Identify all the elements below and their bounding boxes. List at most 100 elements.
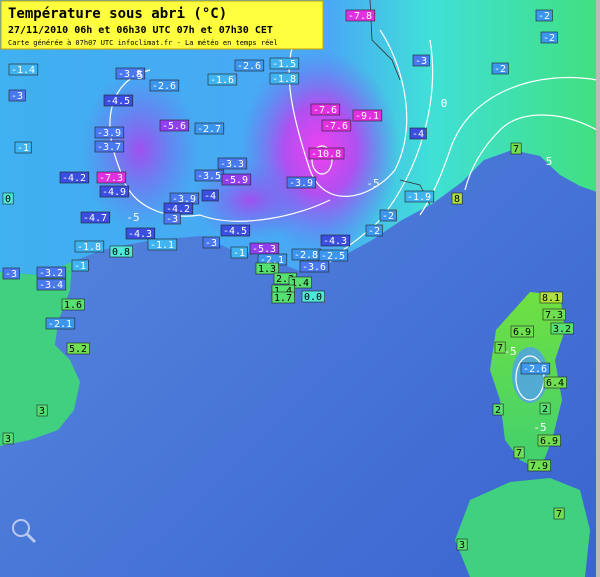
station: -4.5	[220, 224, 251, 237]
station: -7.3	[96, 171, 127, 184]
station: -2	[491, 62, 509, 75]
station-label: -1.4	[11, 65, 35, 76]
isotherm-label: -5	[503, 345, 516, 358]
station-box	[456, 538, 468, 551]
isotherm-label: 5	[546, 155, 553, 168]
station-label: -3.4	[39, 280, 63, 291]
station-box	[365, 224, 383, 237]
station-label: -3.5	[197, 171, 221, 182]
station: 1.3	[255, 262, 279, 275]
station: -3.5	[194, 169, 225, 182]
station-box	[61, 298, 85, 311]
station: -4.9	[99, 185, 130, 198]
station: -1	[14, 141, 32, 154]
station-label: 6.4	[546, 378, 564, 389]
station-label: -2.6	[152, 81, 176, 92]
station: -2.5	[318, 249, 349, 262]
station-box	[537, 434, 561, 447]
station: 7	[494, 341, 506, 354]
station: -2	[365, 224, 383, 237]
station: 7	[553, 507, 565, 520]
station-label: -2	[543, 33, 555, 44]
station-label: 2	[495, 405, 501, 416]
station-label: -5.9	[224, 175, 248, 186]
station: -3	[8, 89, 26, 102]
station: -3.6	[299, 260, 330, 273]
station: -2.7	[194, 122, 225, 135]
station: -3.4	[36, 278, 67, 291]
station-label: -3.9	[172, 194, 196, 205]
station-box	[539, 291, 563, 304]
station: 8	[451, 192, 463, 205]
station-label: 6.9	[540, 436, 558, 447]
station-box	[550, 322, 574, 335]
station-box	[269, 72, 300, 85]
station-label: 1.4	[291, 278, 309, 289]
station: 7	[513, 446, 525, 459]
station-label: -1.5	[272, 59, 296, 70]
station-box	[221, 173, 252, 186]
station-label: 3	[5, 434, 11, 445]
station-label: -3.7	[97, 142, 121, 153]
station-box	[74, 240, 105, 253]
station-label: 2	[542, 404, 548, 415]
station-label: -4.7	[83, 213, 107, 224]
station-box	[163, 212, 181, 225]
station-label: 7.9	[530, 461, 548, 472]
station: -1	[71, 259, 89, 272]
station-box	[308, 147, 345, 160]
station: -2.6	[520, 362, 551, 375]
station: 7.9	[527, 459, 551, 472]
station-box	[125, 227, 156, 240]
station-box	[510, 325, 534, 338]
station-label: -7.6	[313, 105, 337, 116]
station-box	[510, 142, 522, 155]
station: 3	[36, 404, 48, 417]
station-box	[99, 185, 130, 198]
station-box	[539, 402, 551, 415]
station-box	[310, 103, 341, 116]
isotherm-label: 0	[441, 97, 448, 110]
station-label: 5.2	[69, 344, 87, 355]
station-label: 1.3	[258, 264, 276, 275]
station-box	[494, 341, 506, 354]
station-label: -2	[538, 11, 550, 22]
station-label: -3	[205, 238, 217, 249]
station-box	[66, 342, 90, 355]
station: -9.1	[352, 109, 383, 122]
station-label: -4.2	[166, 204, 190, 215]
header-credit: Carte générée à 07h07 UTC infoclimat.fr …	[8, 39, 278, 47]
land-sardinia	[455, 478, 590, 577]
station-box	[299, 260, 330, 273]
zoom-icon[interactable]	[12, 519, 37, 544]
land-spain	[0, 262, 80, 446]
header-date: 27/11/2010 06h et 06h30 UTC 07h et 07h30…	[8, 25, 273, 36]
station: -4.7	[80, 211, 111, 224]
station-box	[94, 126, 125, 139]
station-label: -7.3	[99, 173, 123, 184]
station-box	[149, 79, 180, 92]
station: -1.6	[207, 73, 238, 86]
station-box	[36, 404, 48, 417]
station: -5.9	[221, 173, 252, 186]
station: 1.6	[61, 298, 85, 311]
station-label: -3.9	[289, 178, 313, 189]
station-box	[404, 190, 435, 203]
station: -1.4	[8, 63, 39, 76]
station-label: -2.8	[294, 250, 318, 261]
station: -5.3	[249, 242, 280, 255]
station-label: -7.8	[348, 11, 372, 22]
station: 3.2	[550, 322, 574, 335]
station-label: -2	[368, 226, 380, 237]
station: 3	[456, 538, 468, 551]
station-box	[542, 308, 566, 321]
station-label: -5.6	[162, 121, 186, 132]
station: -3.2	[36, 266, 67, 279]
station-label: -3.9	[97, 128, 121, 139]
station: -2.6	[234, 59, 265, 72]
station-label: 0.0	[304, 292, 322, 303]
station: -1.1	[147, 238, 178, 251]
station-label: 7	[513, 144, 519, 155]
station-box	[159, 119, 190, 132]
